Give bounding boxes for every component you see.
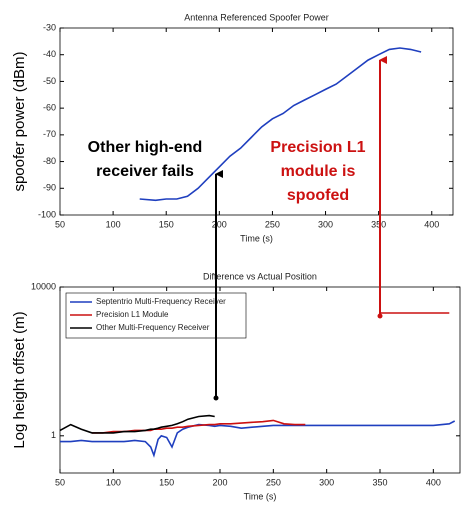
x-tick-label: 250 (266, 477, 281, 487)
series-line (59, 414, 215, 434)
x-tick-label: 150 (159, 477, 174, 487)
plot-area (59, 27, 454, 216)
y-tick-label: 10000 (31, 281, 56, 291)
x-tick-label: 300 (318, 219, 333, 229)
x-tick-label: 100 (106, 477, 121, 487)
x-tick-label: 400 (424, 219, 439, 229)
x-tick-label: 250 (265, 219, 280, 229)
annotation: spoofed (287, 187, 349, 204)
x-tick-label: 150 (159, 219, 174, 229)
y-tick-label: -100 (38, 209, 56, 219)
annotation: module is (281, 163, 356, 180)
legend-label: Other Multi-Frequency Receiver (96, 323, 210, 332)
x-tick-label: 300 (319, 477, 334, 487)
x-axis-label: Time (s) (240, 233, 273, 243)
series-line (60, 420, 456, 458)
x-tick-label: 350 (371, 219, 386, 229)
chart-title: Antenna Referenced Spoofer Power (184, 12, 329, 22)
plots: Antenna Referenced Spoofer Power Time (s)… (11, 12, 461, 501)
legend-label: Precision L1 Module (96, 310, 169, 319)
x-tick-label: 400 (426, 477, 441, 487)
annotation: Other high-end (88, 139, 203, 156)
data-line (139, 47, 422, 202)
y-tick-label: -90 (43, 183, 56, 193)
y-axis-label: spoofer power (dBm) (11, 51, 28, 191)
chart-title: Difference vs Actual Position (203, 271, 317, 281)
arrow-dot (213, 395, 219, 401)
annotation: receiver fails (96, 163, 194, 180)
x-tick-label: 100 (106, 219, 121, 229)
y-tick-label: 1 (51, 430, 56, 440)
x-axis-label: Time (s) (244, 491, 277, 501)
y-tick-label: -70 (43, 129, 56, 139)
arrow-dot (377, 313, 383, 319)
y-tick-label: -50 (43, 76, 56, 86)
legend-label: Septentrio Multi-Frequency Receiver (96, 297, 226, 306)
y-tick-label: -40 (43, 49, 56, 59)
x-tick-label: 200 (212, 219, 227, 229)
y-tick-label: -60 (43, 103, 56, 113)
x-tick-label: 350 (372, 477, 387, 487)
y-axis-label: Log height offset (m) (11, 311, 28, 448)
annotation: Precision L1 (270, 139, 365, 156)
x-tick-label: 50 (55, 219, 65, 229)
x-tick-label: 200 (212, 477, 227, 487)
y-tick-label: -30 (43, 22, 56, 32)
y-tick-label: -80 (43, 156, 56, 166)
x-tick-label: 50 (55, 477, 65, 487)
